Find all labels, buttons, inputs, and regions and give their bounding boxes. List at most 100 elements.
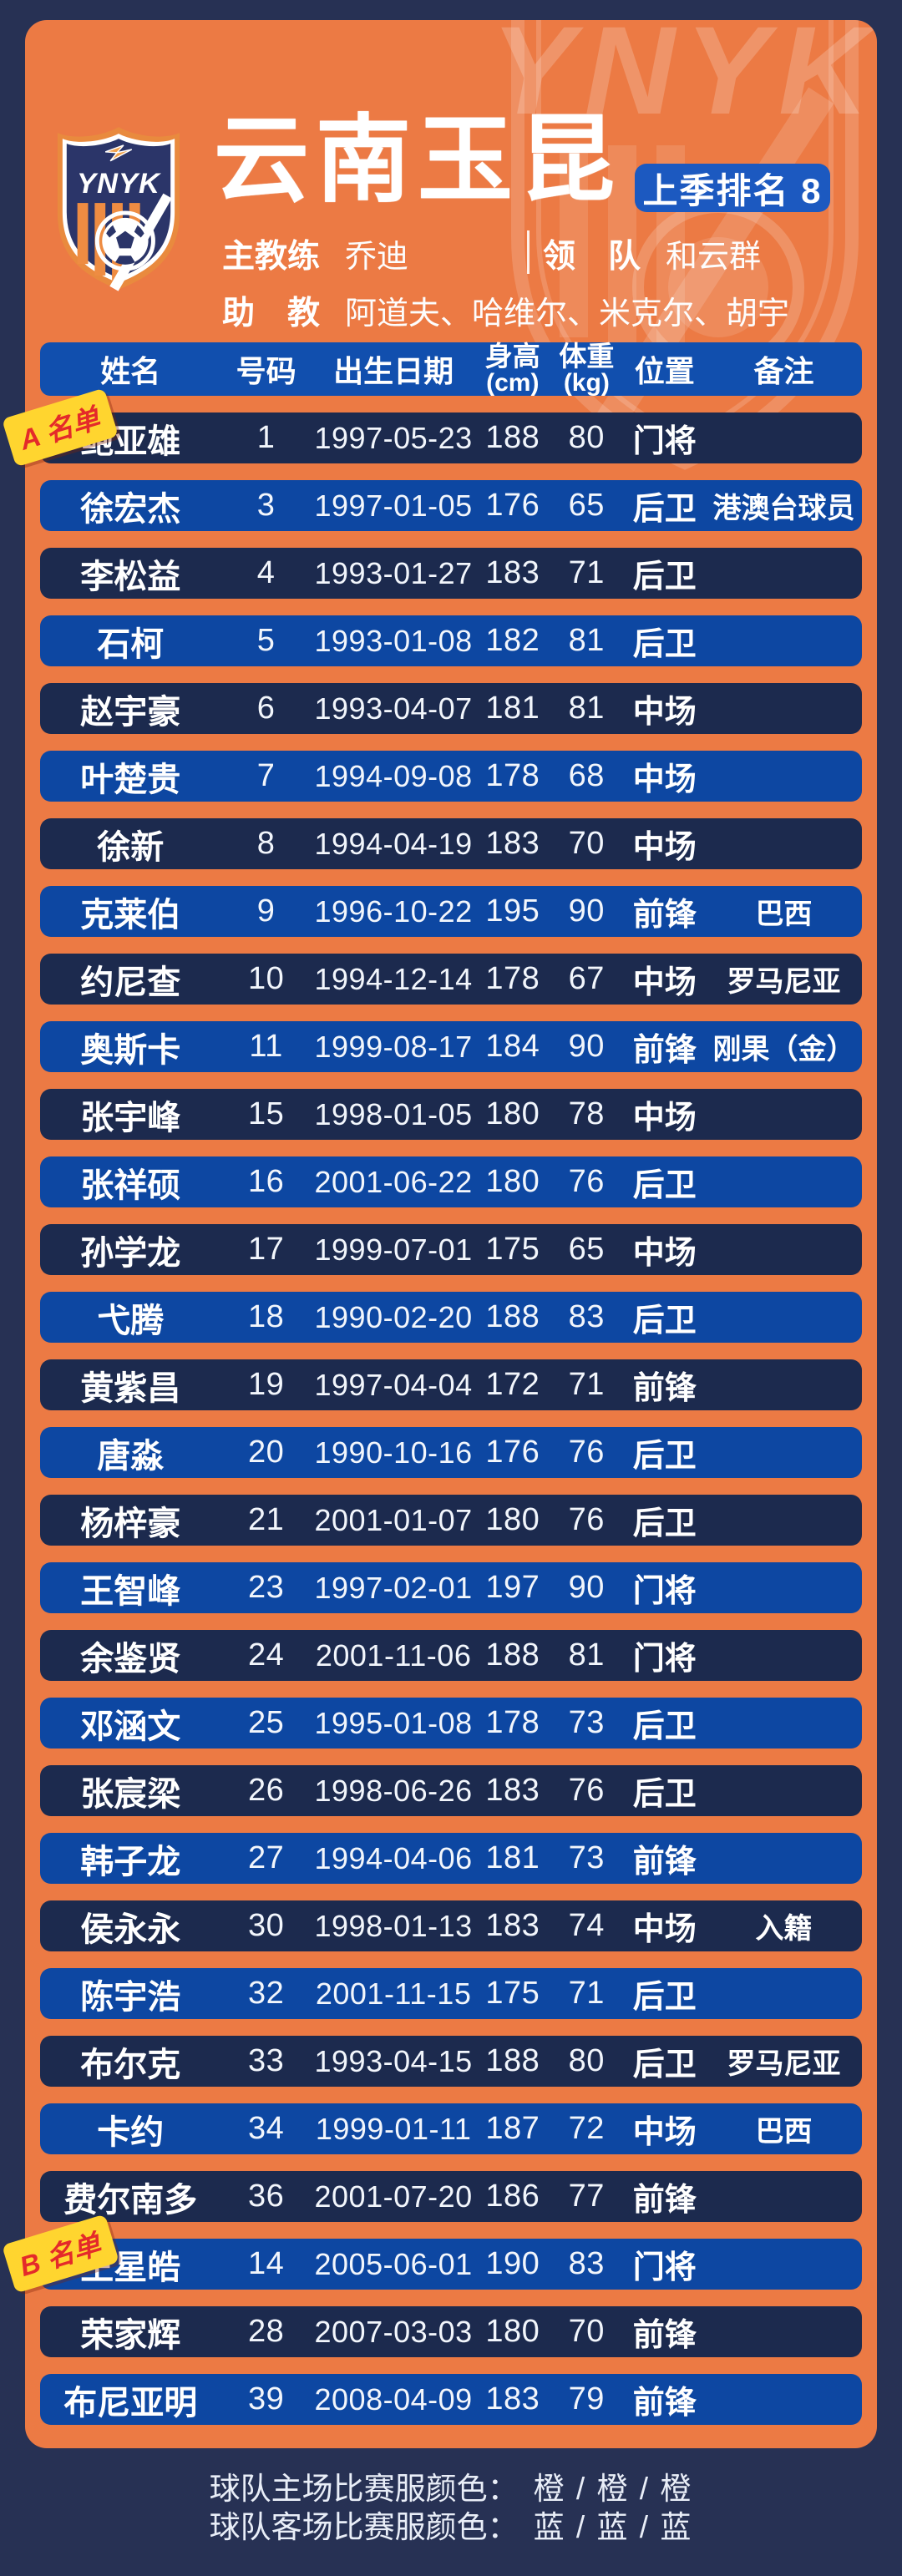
cell-position: 后卫 <box>632 1439 697 1474</box>
cell-weight: 72 <box>568 2111 605 2146</box>
cell-height: 175 <box>485 1976 540 2011</box>
table-row: 约尼查 10 1994-12-14 178 67 中场 罗马尼亚 <box>40 954 862 1005</box>
cell-height: 180 <box>485 1502 540 1537</box>
cell-dob: 2001-07-20 <box>314 2179 473 2214</box>
table-row: 韩子龙 27 1994-04-06 181 73 前锋 <box>40 1833 862 1884</box>
table-row: 侯永永 30 1998-01-13 183 74 中场 入籍 <box>40 1900 862 1951</box>
cell-position: 中场 <box>632 762 697 797</box>
cell-weight: 65 <box>568 1232 605 1267</box>
table-row: 徐宏杰 3 1997-01-05 176 65 后卫 港澳台球员 <box>40 480 862 531</box>
cell-height: 178 <box>485 961 540 996</box>
cell-dob: 1997-05-23 <box>314 420 473 455</box>
cell-height: 172 <box>485 1367 540 1402</box>
cell-number: 14 <box>247 2246 285 2281</box>
cell-position: 中场 <box>632 1912 697 1947</box>
cell-weight: 90 <box>568 1029 605 1064</box>
cell-dob: 1999-08-17 <box>314 1029 473 1064</box>
cell-position: 中场 <box>632 695 697 730</box>
cell-height: 180 <box>485 2314 540 2349</box>
table-row: 石柯 5 1993-01-08 182 81 后卫 <box>40 615 862 666</box>
cell-name: 张宸梁 <box>80 1775 181 1813</box>
assistant-coach-line: 助 教 阿道夫、哈维尔、米克尔、胡宇 <box>222 287 789 334</box>
table-row: 黄紫昌 19 1997-04-04 172 71 前锋 <box>40 1359 862 1410</box>
cell-weight: 76 <box>568 1435 605 1470</box>
cell-dob: 1990-02-20 <box>314 1299 473 1334</box>
cell-name: 王智峰 <box>80 1572 181 1610</box>
cell-height: 188 <box>485 2043 540 2078</box>
staff-divider <box>527 230 530 274</box>
cell-weight: 83 <box>568 2246 605 2281</box>
cell-position: 中场 <box>632 1101 697 1136</box>
cell-name: 荣家辉 <box>80 2316 181 2354</box>
cell-name: 李松益 <box>80 558 181 595</box>
rank-badge: 上季排名 8 <box>635 164 830 212</box>
cell-dob: 1998-01-05 <box>314 1096 473 1131</box>
cell-dob: 1999-01-11 <box>315 2111 472 2146</box>
cell-height: 182 <box>485 623 540 658</box>
cell-position: 中场 <box>632 1236 697 1271</box>
away-kit-label: 球队客场比赛服颜色： <box>209 2510 519 2544</box>
table-row: 布尔克 33 1993-04-15 188 80 后卫 罗马尼亚 <box>40 2036 862 2087</box>
cell-height: 183 <box>485 2381 540 2417</box>
cell-remark: 刚果（金） <box>712 1034 855 1065</box>
cell-dob: 1993-04-15 <box>314 2043 473 2078</box>
home-kit-label: 球队主场比赛服颜色： <box>209 2472 519 2506</box>
cell-height: 190 <box>485 2246 540 2281</box>
cell-weight: 83 <box>568 1299 605 1334</box>
cell-name: 弋腾 <box>97 1302 165 1339</box>
cell-weight: 81 <box>568 691 605 726</box>
header-weight: 体重 (kg) <box>559 341 615 397</box>
cell-position: 前锋 <box>632 1845 697 1880</box>
cell-remark: 罗马尼亚 <box>727 966 841 998</box>
table-row: 李松益 4 1993-01-27 183 71 后卫 <box>40 548 862 599</box>
cell-name: 侯永永 <box>80 1910 181 1948</box>
cell-dob: 1997-02-01 <box>314 1570 473 1605</box>
cell-number: 7 <box>256 758 276 793</box>
cell-name: 韩子龙 <box>80 1843 181 1880</box>
cell-position: 门将 <box>632 1642 697 1677</box>
table-row: 奥斯卡 11 1999-08-17 184 90 前锋 刚果（金） <box>40 1021 862 1072</box>
roster-rows: 鲍亚雄 1 1997-05-23 188 80 门将 A 名单 徐宏杰 3 19… <box>2 387 862 2425</box>
cell-position: 中场 <box>632 965 697 1000</box>
cell-name: 张宇峰 <box>80 1099 181 1136</box>
cell-position: 门将 <box>632 1574 697 1609</box>
cell-dob: 2008-04-09 <box>314 2381 473 2417</box>
header-position: 位置 <box>634 354 695 389</box>
manager-name: 和云群 <box>666 240 762 275</box>
table-row: 陈宇浩 32 2001-11-15 175 71 后卫 <box>40 1968 862 2019</box>
cell-number: 34 <box>247 2111 285 2146</box>
cell-weight: 76 <box>568 1773 605 1808</box>
cell-position: 前锋 <box>632 2386 697 2421</box>
cell-remark: 巴西 <box>755 898 813 930</box>
head-coach-line: 主教练 乔迪 <box>222 230 408 277</box>
roster-header-row: 姓名 号码 出生日期 身高 (cm) 体重 (kg) 位置 备注 <box>40 342 862 396</box>
cell-name: 布尼亚明 <box>63 2384 198 2422</box>
cell-weight: 81 <box>568 1637 605 1673</box>
home-kit-colors: 橙 / 橙 / 橙 <box>533 2472 693 2506</box>
cell-position: 中场 <box>632 830 697 865</box>
assistant-names: 阿道夫、哈维尔、米克尔、胡宇 <box>345 296 790 331</box>
cell-dob: 2001-06-22 <box>314 1164 473 1199</box>
cell-number: 1 <box>256 420 276 455</box>
cell-dob: 1994-04-06 <box>314 1840 473 1875</box>
cell-number: 32 <box>247 1976 285 2011</box>
cell-number: 17 <box>247 1232 285 1267</box>
cell-dob: 1998-01-13 <box>314 1908 473 1943</box>
cell-number: 21 <box>247 1502 285 1537</box>
manager-label: 领 队 <box>543 239 641 275</box>
cell-remark: 巴西 <box>755 2116 813 2148</box>
cell-weight: 79 <box>568 2381 605 2417</box>
cell-number: 11 <box>249 1029 283 1064</box>
cell-position: 后卫 <box>632 1506 697 1541</box>
cell-weight: 80 <box>568 420 605 455</box>
cell-position: 后卫 <box>632 1168 697 1203</box>
cell-position: 中场 <box>632 2115 697 2150</box>
header-name: 姓名 <box>100 354 161 389</box>
table-row: 张宸梁 26 1998-06-26 183 76 后卫 <box>40 1765 862 1816</box>
cell-height: 181 <box>485 1840 540 1875</box>
cell-height: 188 <box>485 420 540 455</box>
cell-dob: 1993-01-08 <box>314 623 473 658</box>
cell-dob: 2001-11-15 <box>315 1976 472 2011</box>
cell-number: 15 <box>247 1096 285 1131</box>
